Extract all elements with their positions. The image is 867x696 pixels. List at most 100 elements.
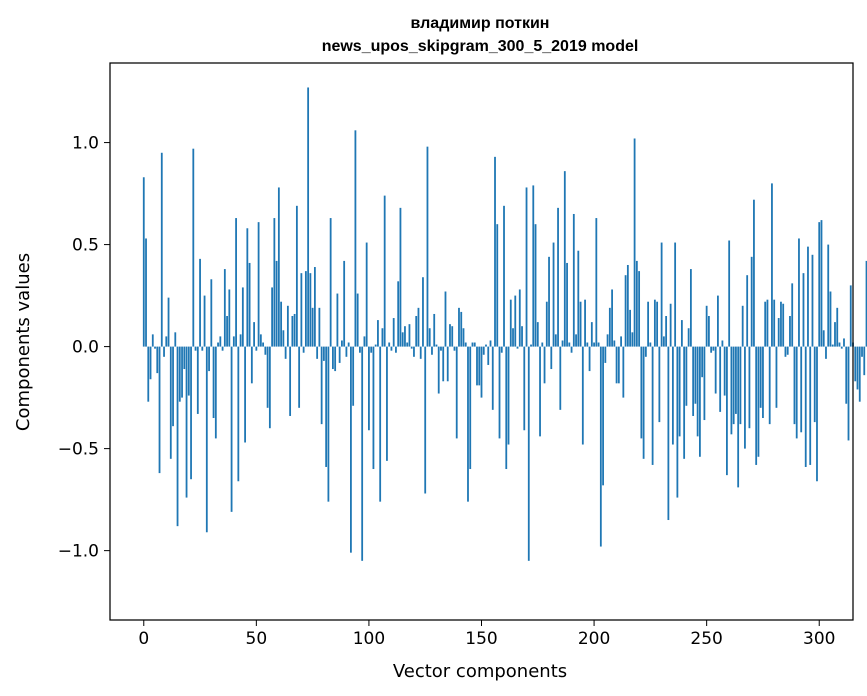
bar: [834, 322, 836, 347]
bar: [593, 342, 595, 347]
bar: [496, 224, 499, 347]
y-tick-label: 1.0: [72, 134, 99, 154]
bar: [807, 246, 809, 347]
bar: [217, 342, 219, 347]
bar: [563, 171, 566, 347]
bar: [789, 316, 791, 347]
bar: [208, 346, 210, 372]
bar-series: [142, 87, 867, 561]
bar: [536, 322, 539, 347]
bar: [345, 346, 348, 357]
bar: [226, 316, 228, 347]
bar: [241, 287, 244, 347]
bar: [818, 222, 821, 347]
bar: [203, 295, 206, 347]
bar: [658, 346, 661, 423]
bar: [401, 332, 404, 347]
bar: [613, 340, 616, 347]
bar: [142, 177, 145, 347]
bar: [214, 346, 217, 439]
bar: [644, 346, 647, 357]
bar: [692, 346, 695, 416]
bar: [667, 346, 670, 521]
bar: [341, 340, 343, 347]
bar: [491, 346, 494, 410]
bar: [167, 297, 170, 347]
x-tick-label: 150: [465, 629, 497, 649]
bar: [784, 346, 787, 357]
bar: [433, 313, 436, 347]
bar: [487, 346, 490, 365]
chart-title-line2: news_upos_skipgram_300_5_2019 model: [322, 38, 639, 55]
bar: [703, 346, 706, 421]
bar: [735, 346, 737, 414]
bar: [221, 346, 224, 351]
bar: [762, 346, 764, 419]
bar: [768, 346, 771, 425]
bar: [451, 326, 454, 347]
bar: [802, 273, 805, 347]
bar: [181, 346, 183, 398]
bar: [624, 275, 627, 347]
bar: [586, 342, 589, 347]
bar: [489, 340, 492, 347]
bar: [581, 346, 584, 445]
bar: [304, 271, 307, 347]
bar: [458, 307, 460, 347]
bar: [584, 299, 586, 347]
bar: [223, 269, 226, 347]
bar: [318, 307, 321, 347]
bar: [444, 291, 447, 347]
bar: [282, 330, 285, 347]
bar: [615, 346, 618, 384]
bar: [590, 322, 593, 347]
bar: [816, 346, 818, 482]
bar: [831, 344, 834, 347]
bar: [771, 183, 773, 347]
bar: [453, 346, 456, 351]
bar: [266, 346, 269, 408]
x-tick-label: 250: [690, 629, 722, 649]
bar: [363, 336, 366, 347]
bar: [550, 346, 553, 370]
bar: [422, 277, 424, 347]
bar: [156, 346, 159, 374]
bar: [343, 260, 346, 347]
bar: [503, 205, 505, 347]
bar: [674, 242, 677, 347]
bar: [374, 344, 377, 347]
bar: [446, 346, 449, 382]
bar: [196, 346, 199, 414]
bar: [255, 346, 258, 351]
bar: [307, 87, 310, 347]
x-axis-label: Vector components: [393, 661, 567, 682]
bar: [426, 146, 429, 347]
bar: [480, 346, 483, 398]
bar: [786, 346, 789, 355]
bar: [811, 254, 814, 347]
bar: [383, 195, 386, 347]
bar: [708, 316, 710, 347]
bar: [847, 346, 850, 441]
bar: [174, 332, 177, 347]
bar: [160, 152, 163, 347]
bar: [822, 330, 825, 347]
bar: [424, 346, 427, 494]
bar: [746, 275, 749, 347]
bar: [322, 346, 325, 361]
bar: [232, 336, 235, 347]
bar: [275, 260, 278, 347]
bar: [741, 305, 744, 347]
bar: [798, 238, 800, 347]
bar: [284, 346, 287, 359]
bar: [717, 295, 719, 347]
bar: [678, 346, 681, 437]
bar: [671, 346, 674, 445]
bar: [795, 346, 798, 439]
bar: [455, 346, 458, 439]
bar: [320, 346, 323, 425]
bar: [151, 334, 154, 347]
bar: [219, 336, 222, 347]
bar: [843, 338, 845, 347]
bar: [354, 130, 357, 347]
